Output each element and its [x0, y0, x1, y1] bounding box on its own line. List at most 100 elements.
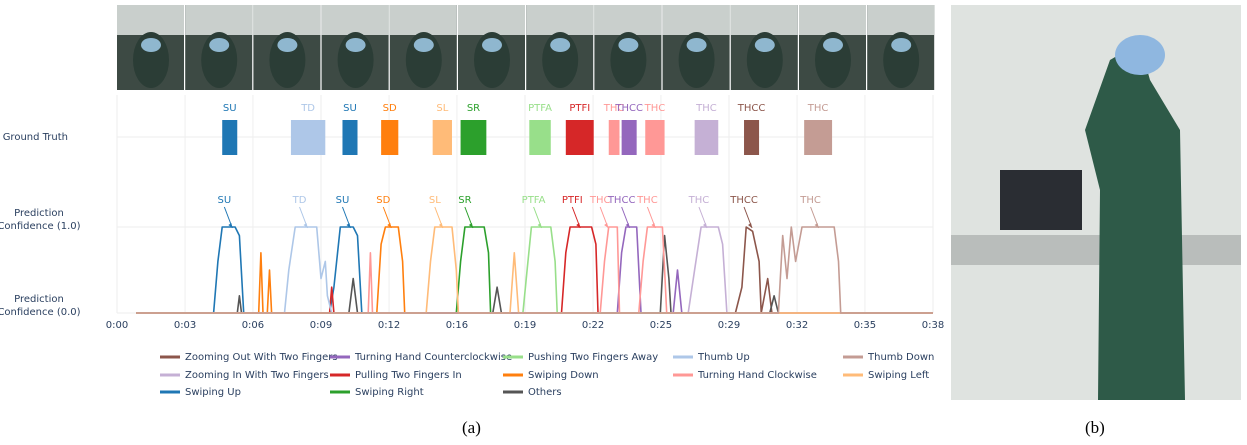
ground-truth-label: THC — [695, 103, 717, 114]
legend-label: Swiping Up — [185, 387, 241, 398]
confidence-line — [136, 226, 933, 314]
photo-cap — [1115, 35, 1165, 75]
arrow-head — [576, 223, 581, 228]
x-tick-label: 0:19 — [514, 320, 536, 331]
annotation: SU — [218, 195, 232, 206]
annotation: PTFI — [562, 195, 583, 206]
frame-mask — [618, 38, 639, 52]
ground-truth-label: TD — [300, 103, 315, 114]
frame-mask — [754, 38, 775, 52]
legend-label: Swiping Left — [868, 370, 929, 381]
frame-mask — [891, 38, 912, 52]
arrow-head — [748, 223, 753, 228]
frame-mask — [345, 38, 366, 52]
ground-truth-box — [381, 120, 399, 155]
photo-laptop — [1000, 170, 1082, 230]
annotation: THC — [589, 195, 611, 206]
confidence-line — [136, 226, 933, 314]
frame-light — [253, 5, 321, 35]
frame-mask — [550, 38, 571, 52]
y-tick-label: Prediction Confidence (1.0) — [0, 208, 81, 232]
ground-truth-label: THC — [603, 103, 625, 114]
x-tick-label: 0:06 — [242, 320, 264, 331]
photo-person — [1085, 53, 1185, 400]
legend-label: Pushing Two Fingers Away — [528, 352, 658, 363]
annotation: TD — [292, 195, 307, 206]
ground-truth-label: Ground Truth — [3, 132, 68, 143]
annotation: SR — [458, 195, 471, 206]
annotation: THC — [688, 195, 710, 206]
ground-truth-box — [744, 120, 760, 155]
ground-truth-label: THCC — [614, 103, 643, 114]
ground-truth-label: THC — [807, 103, 829, 114]
arrow-head — [228, 223, 233, 228]
frame-mask — [823, 38, 843, 52]
frame-mask — [277, 38, 298, 52]
caption-b: (b) — [1085, 418, 1105, 437]
frame-light — [799, 5, 866, 35]
frame-light — [321, 5, 389, 35]
photo-table — [951, 235, 1241, 265]
ground-truth-label: THC — [644, 103, 666, 114]
legend-label: Thumb Up — [697, 352, 750, 363]
frame-light — [389, 5, 457, 35]
confidence-line — [136, 226, 933, 314]
x-tick-label: 0:35 — [854, 320, 876, 331]
frame-light — [730, 5, 798, 35]
y-tick-label: Prediction Confidence (0.0) — [0, 294, 81, 318]
ground-truth-box — [529, 120, 551, 155]
arrow-head — [537, 223, 542, 228]
annotation: THCC — [607, 195, 636, 206]
frame-light — [117, 5, 184, 35]
arrow-head — [702, 223, 707, 228]
caption-a: (a) — [462, 418, 481, 437]
frame-mask — [686, 38, 707, 52]
ground-truth-label: SR — [467, 103, 480, 114]
ground-truth-label: PTFA — [528, 103, 552, 114]
ground-truth-label: SL — [436, 103, 448, 114]
frame-light — [594, 5, 662, 35]
annotation: SL — [429, 195, 441, 206]
frame-mask — [482, 38, 502, 52]
arrow-head — [387, 223, 392, 228]
frame-light — [185, 5, 253, 35]
frame-light — [662, 5, 730, 35]
arrow-head — [303, 223, 308, 228]
arrow-head — [625, 223, 630, 228]
arrow-head — [604, 223, 609, 228]
legend-label: Swiping Down — [528, 370, 599, 381]
frame-light — [458, 5, 525, 35]
ground-truth-label: SU — [343, 103, 357, 114]
x-tick-label: 0:25 — [650, 320, 672, 331]
confidence-line — [136, 226, 933, 314]
annotation: THCC — [729, 195, 758, 206]
frame-mask — [209, 38, 230, 52]
photo — [951, 5, 1241, 400]
legend-label: Zooming Out With Two Fingers — [185, 352, 338, 363]
frame-light — [526, 5, 594, 35]
confidence-line — [136, 226, 933, 314]
ground-truth-box — [621, 120, 637, 155]
ground-truth-box — [460, 120, 487, 155]
x-tick-label: 0:32 — [786, 320, 808, 331]
frame-mask — [141, 38, 161, 52]
legend-label: Pulling Two Fingers In — [355, 370, 462, 381]
ground-truth-label: SD — [383, 103, 397, 114]
ground-truth-label: THCC — [737, 103, 766, 114]
annotation: PTFA — [522, 195, 546, 206]
confidence-line — [136, 226, 933, 314]
arrow-head — [814, 223, 819, 228]
legend-label: Turning Hand Counterclockwise — [354, 352, 512, 363]
confidence-line — [136, 234, 933, 314]
x-tick-label: 0:16 — [446, 320, 468, 331]
legend-label: Turning Hand Clockwise — [697, 370, 817, 381]
annotation: THC — [799, 195, 821, 206]
frame-light — [867, 5, 935, 35]
annotation: SU — [336, 195, 350, 206]
ground-truth-box — [608, 120, 620, 155]
legend-label: Zooming In With Two Fingers — [185, 370, 329, 381]
ground-truth-box — [804, 120, 833, 155]
confidence-line — [136, 226, 933, 314]
x-tick-label: 0:12 — [378, 320, 400, 331]
ground-truth-box — [694, 120, 719, 155]
